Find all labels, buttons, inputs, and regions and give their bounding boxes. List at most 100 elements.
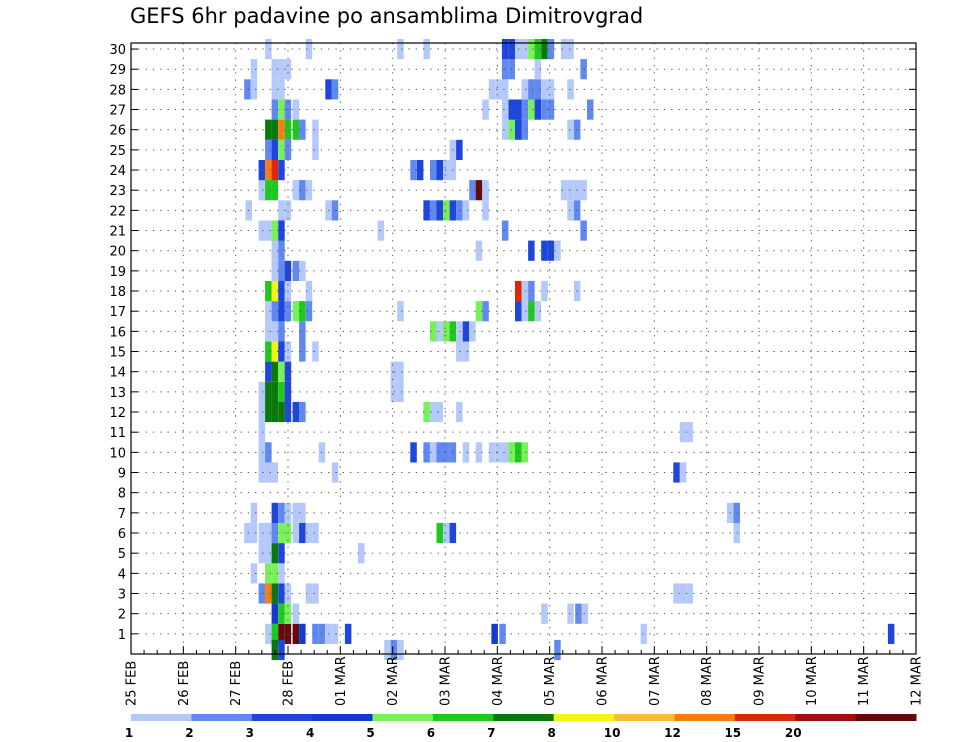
- heatmap-cell: [278, 301, 285, 322]
- y-tick-label: 17: [109, 305, 126, 320]
- heatmap-cell: [292, 119, 300, 140]
- heatmap-cell: [469, 321, 476, 342]
- heatmap-cell: [271, 381, 279, 402]
- heatmap-cell: [299, 180, 306, 201]
- heatmap-cell: [462, 200, 470, 221]
- x-tick-label: 05 MAR: [543, 656, 558, 706]
- heatmap-cell: [299, 522, 306, 544]
- heatmap-cell: [528, 39, 535, 60]
- heatmap-cell: [265, 401, 272, 423]
- heatmap-cell: [358, 543, 365, 564]
- x-tick-label: 10 MAR: [805, 656, 820, 706]
- colorbar-segment: [312, 714, 374, 721]
- heatmap-cell: [541, 39, 548, 60]
- y-tick-label: 28: [109, 83, 126, 98]
- heatmap-cell: [278, 623, 285, 644]
- heatmap-cell: [258, 522, 266, 544]
- heatmap-cell: [299, 321, 306, 342]
- x-tick-label: 26 FEB: [177, 661, 192, 706]
- y-tick-label: 20: [109, 245, 126, 260]
- colorbar-label: 15: [724, 726, 741, 740]
- heatmap-cell: [528, 301, 535, 322]
- heatmap-cell: [278, 139, 285, 160]
- x-tick-label: 09 MAR: [753, 656, 768, 706]
- heatmap-cell: [271, 522, 279, 544]
- heatmap-cell: [265, 381, 272, 402]
- heatmap-cell: [495, 442, 502, 463]
- heatmap-cell: [521, 79, 528, 100]
- y-tick-label: 29: [109, 63, 126, 78]
- heatmap-cell: [278, 119, 285, 140]
- heatmap-cell: [462, 321, 470, 342]
- heatmap-cell: [244, 522, 251, 544]
- heatmap-cell: [423, 200, 430, 221]
- heatmap-cell: [423, 401, 430, 423]
- heatmap-cell: [265, 139, 272, 160]
- heatmap-cell: [292, 301, 300, 322]
- heatmap-cell: [271, 280, 279, 302]
- heatmap-cell: [271, 240, 279, 261]
- y-tick-label: 2: [118, 608, 126, 623]
- y-tick-label: 6: [118, 527, 126, 542]
- heatmap-cell: [265, 301, 272, 322]
- heatmap-cell: [278, 639, 285, 661]
- heatmap-cell: [443, 160, 450, 181]
- heatmap-cell: [299, 401, 306, 423]
- heatmap-cell: [258, 543, 266, 564]
- heatmap-cell: [456, 200, 463, 221]
- colorbar: 1 2 3 4 5 6 7 8 10 12 15 20: [125, 714, 917, 740]
- heatmap-cell: [575, 603, 582, 624]
- heatmap-cell: [521, 39, 528, 60]
- heatmap-cell: [258, 220, 266, 241]
- heatmap-cell: [679, 422, 687, 443]
- heatmap-cell: [475, 442, 483, 463]
- heatmap-cell: [265, 39, 272, 60]
- heatmap-cell: [244, 79, 251, 100]
- heatmap-cell: [475, 240, 483, 261]
- heatmap-cell: [258, 381, 266, 402]
- y-tick-label: 10: [109, 446, 126, 461]
- x-tick-label: 02 MAR: [386, 656, 401, 706]
- heatmap-cell: [271, 301, 279, 322]
- heatmap-cell: [430, 160, 437, 181]
- heatmap-cell: [397, 639, 404, 661]
- heatmap-cell: [581, 603, 589, 624]
- heatmap-cell: [271, 59, 279, 80]
- heatmap-cell: [271, 543, 279, 564]
- heatmap-cell: [587, 99, 594, 120]
- heatmap-cell: [521, 280, 528, 302]
- heatmap-cell: [430, 442, 437, 463]
- x-tick-label: 06 MAR: [596, 656, 611, 706]
- heatmap-cell: [292, 603, 300, 624]
- colorbar-segment: [191, 714, 253, 721]
- y-tick-label: 3: [118, 588, 126, 603]
- colorbar-label: 10: [604, 726, 621, 740]
- heatmap-cell: [521, 119, 528, 140]
- heatmap-cell: [423, 39, 430, 60]
- heatmap-cell: [258, 401, 266, 423]
- x-tick-label: 03 MAR: [439, 656, 454, 706]
- x-axis: 25 FEB 26 FEB 27 FEB 28 FEB 01 MAR 02 MAR 03 M…: [125, 646, 925, 706]
- heatmap-cell: [271, 321, 279, 342]
- heatmap-cell: [258, 583, 266, 604]
- heatmap-cell: [534, 99, 542, 120]
- heatmap-cell: [436, 401, 443, 423]
- heatmap-cell: [534, 79, 542, 100]
- y-tick-label: 1: [118, 628, 126, 643]
- colorbar-segment: [734, 714, 796, 721]
- heatmap-cell: [430, 321, 437, 342]
- heatmap-cell: [299, 623, 306, 644]
- colorbar-label: 4: [306, 726, 314, 740]
- heatmap-cell: [436, 522, 443, 544]
- heatmap-cell: [560, 180, 568, 201]
- y-tick-label: 27: [109, 104, 126, 119]
- heatmap-cell: [521, 442, 528, 463]
- heatmap-cell: [312, 341, 319, 362]
- heatmap-cell: [278, 341, 285, 362]
- heatmap-cell: [271, 99, 279, 120]
- y-tick-label: 19: [109, 265, 126, 280]
- heatmap-cell: [640, 623, 648, 644]
- heatmap-cell: [265, 361, 272, 382]
- x-tick-label: 08 MAR: [700, 656, 715, 706]
